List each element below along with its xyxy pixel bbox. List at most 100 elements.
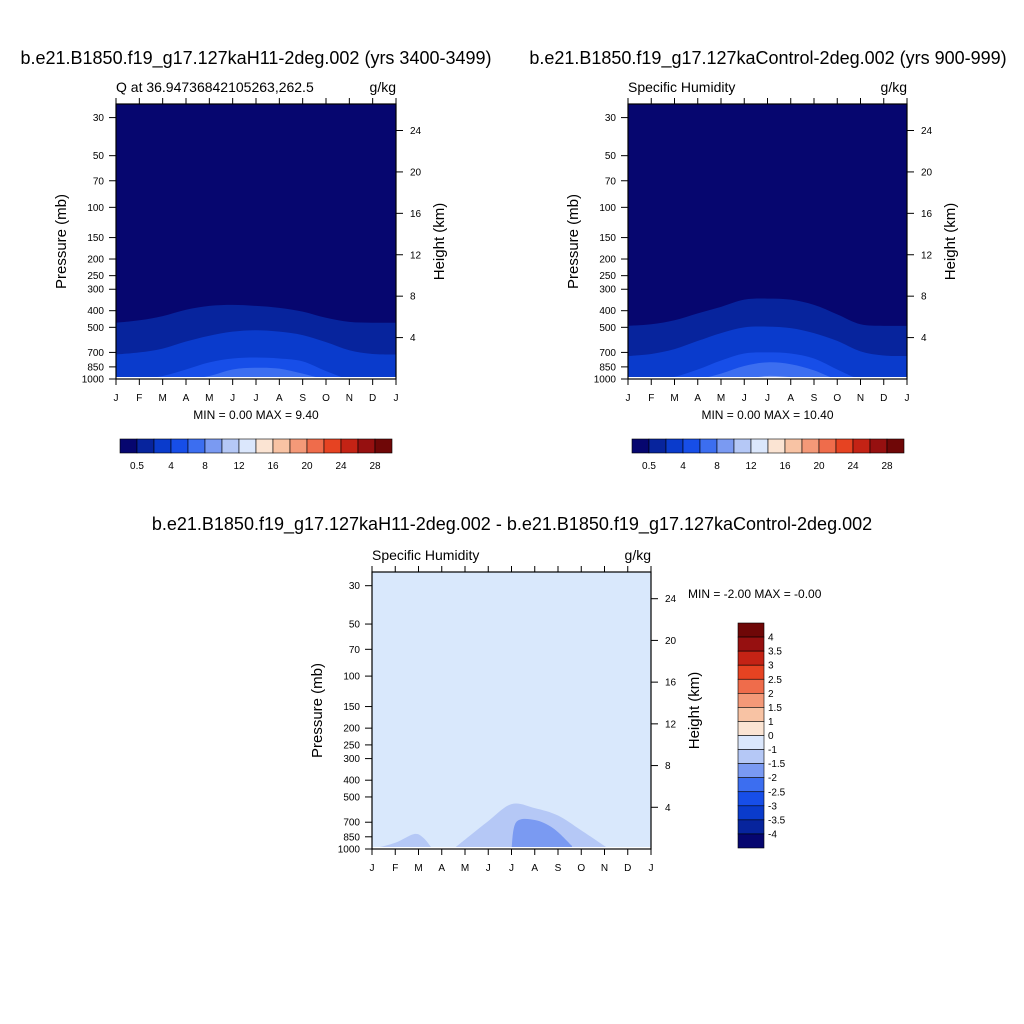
colorbar-swatch bbox=[818, 438, 837, 454]
y-tick-label: 500 bbox=[599, 323, 616, 334]
colorbar-swatch bbox=[374, 438, 393, 454]
colorbar-label: 0.5 bbox=[642, 461, 656, 472]
min-max-label: MIN = -2.00 MAX = -0.00 bbox=[688, 587, 822, 601]
y2-axis-label: Height (km) bbox=[686, 672, 703, 750]
contour-band bbox=[116, 330, 396, 379]
colorbar-label: -3 bbox=[768, 801, 777, 812]
y-tick-label: 30 bbox=[605, 113, 617, 124]
x-tick-label: F bbox=[392, 863, 398, 874]
y-tick-label: 30 bbox=[93, 113, 105, 124]
y-tick-label: 150 bbox=[343, 702, 360, 713]
colorbar-swatch bbox=[682, 438, 701, 454]
y2-axis-label: Height (km) bbox=[942, 203, 959, 281]
x-tick-label: M bbox=[205, 393, 213, 404]
colorbar-swatch bbox=[737, 678, 765, 694]
colorbar-label: 28 bbox=[369, 461, 381, 472]
contour-band bbox=[628, 362, 907, 379]
y-tick-label: 200 bbox=[343, 724, 360, 735]
contour-band bbox=[372, 572, 651, 849]
colorbar-swatch bbox=[784, 438, 803, 454]
colorbar-swatch bbox=[737, 819, 765, 835]
min-max-label: MIN = 0.00 MAX = 9.40 bbox=[193, 408, 319, 422]
y2-tick-label: 16 bbox=[921, 209, 933, 220]
y-tick-label: 50 bbox=[605, 151, 617, 162]
colorbar-label: -1.5 bbox=[768, 759, 786, 770]
contour-band bbox=[116, 367, 396, 379]
plot-units: g/kg bbox=[881, 79, 907, 95]
x-tick-label: A bbox=[183, 393, 190, 404]
contour-plot-right: J F M A M J J A S O N D J 30 50 70 100 150 200 250 300 400 500… bbox=[565, 79, 959, 472]
colorbar: 0.5 4 8 12 16 20 24 28 bbox=[631, 438, 905, 472]
colorbar-swatch bbox=[737, 636, 765, 652]
colorbar-label: 20 bbox=[813, 461, 825, 472]
plot-units: g/kg bbox=[625, 547, 651, 563]
x-tick-label: J bbox=[370, 863, 375, 874]
y-tick-label: 850 bbox=[87, 362, 104, 373]
y-tick-label: 70 bbox=[605, 176, 617, 187]
y2-tick-label: 4 bbox=[410, 333, 416, 344]
y2-tick-label: 8 bbox=[410, 292, 416, 303]
x-tick-label: M bbox=[717, 393, 725, 404]
colorbar-label: 0 bbox=[768, 731, 774, 742]
y-tick-label: 100 bbox=[599, 203, 616, 214]
y-axis-label: Pressure (mb) bbox=[53, 194, 70, 289]
contour-band bbox=[511, 818, 572, 849]
y2-tick-label: 4 bbox=[921, 333, 927, 344]
contour-plot-diff: J F M A M J J A S O N D J305070100150200250300400500… bbox=[309, 547, 822, 874]
plot-frame bbox=[627, 103, 908, 380]
colorbar-label: 16 bbox=[267, 461, 279, 472]
x-tick-label: N bbox=[601, 863, 608, 874]
x-tick-label: J bbox=[394, 393, 399, 404]
colorbar-swatch bbox=[737, 735, 765, 750]
colorbar-label: 8 bbox=[714, 461, 720, 472]
colorbar-swatch bbox=[665, 438, 684, 454]
colorbar-swatch bbox=[631, 438, 650, 454]
colorbar-swatch bbox=[170, 438, 189, 454]
x-tick-label: N bbox=[346, 393, 353, 404]
colorbar-swatch bbox=[737, 707, 765, 722]
x-tick-label: D bbox=[624, 863, 631, 874]
x-tick-label: A bbox=[276, 393, 283, 404]
colorbar-swatch bbox=[737, 833, 765, 849]
x-tick-label: A bbox=[531, 863, 538, 874]
surface-strip bbox=[628, 377, 907, 379]
plot-frame bbox=[115, 103, 397, 380]
x-tick-label: S bbox=[811, 393, 818, 404]
y2-tick-label: 4 bbox=[665, 803, 671, 814]
x-tick-label: J bbox=[765, 393, 770, 404]
colorbar-swatch bbox=[340, 438, 359, 454]
contour-fills bbox=[372, 572, 651, 849]
x-tick-label: J bbox=[649, 863, 654, 874]
colorbar-swatch bbox=[737, 622, 765, 638]
plot-subtitle: Specific Humidity bbox=[372, 547, 479, 563]
colorbar-swatch bbox=[272, 438, 291, 454]
x-tick-label: S bbox=[555, 863, 562, 874]
y2-tick-label: 8 bbox=[921, 292, 927, 303]
min-max-label: MIN = 0.00 MAX = 10.40 bbox=[701, 408, 833, 422]
colorbar-swatch bbox=[733, 438, 752, 454]
surface-strip bbox=[372, 847, 651, 849]
x-tick-label: M bbox=[461, 863, 469, 874]
y-tick-label: 300 bbox=[87, 285, 104, 296]
y-tick-label: 850 bbox=[343, 832, 360, 843]
y-tick-label: 400 bbox=[87, 306, 104, 317]
colorbar-label: 24 bbox=[847, 461, 859, 472]
y2-tick-label: 20 bbox=[410, 167, 422, 178]
y-tick-label: 70 bbox=[93, 176, 105, 187]
x-tick-label: A bbox=[694, 393, 701, 404]
y-tick-label: 100 bbox=[87, 203, 104, 214]
colorbar-swatch bbox=[153, 438, 172, 454]
colorbar-label: 4 bbox=[680, 461, 686, 472]
x-tick-label: J bbox=[742, 393, 747, 404]
y2-tick-label: 24 bbox=[921, 126, 933, 137]
y-tick-label: 50 bbox=[93, 151, 105, 162]
x-tick-label: O bbox=[577, 863, 585, 874]
y-tick-label: 150 bbox=[599, 233, 616, 244]
colorbar-label: -4 bbox=[768, 829, 777, 840]
x-tick-label: J bbox=[486, 863, 491, 874]
y-tick-label: 700 bbox=[87, 348, 104, 359]
colorbar-swatch bbox=[221, 438, 240, 454]
x-tick-label: J bbox=[905, 393, 910, 404]
colorbar-swatch bbox=[737, 777, 765, 793]
